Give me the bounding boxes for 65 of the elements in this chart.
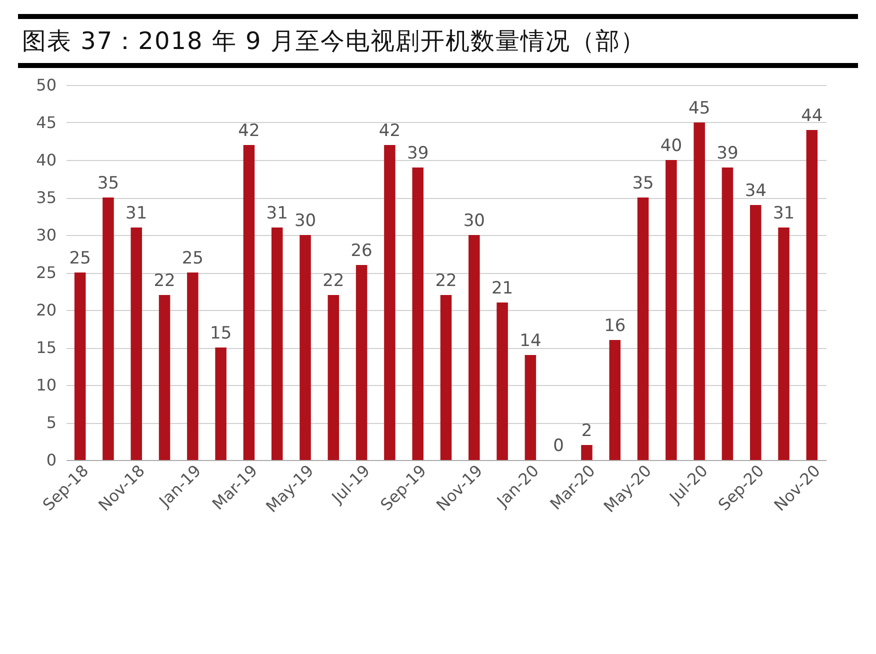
y-tick-label: 15 — [36, 338, 56, 357]
data-label: 42 — [378, 121, 401, 141]
data-label: 30 — [463, 211, 485, 231]
data-label: 39 — [716, 144, 738, 164]
data-label: 31 — [772, 204, 795, 224]
data-label: 44 — [801, 106, 823, 126]
bar — [496, 302, 508, 460]
bar — [750, 205, 762, 460]
data-label: 2 — [581, 421, 592, 441]
data-label: 16 — [604, 316, 626, 336]
data-label: 0 — [553, 436, 564, 456]
data-label: 35 — [97, 174, 120, 194]
bar — [581, 445, 592, 460]
data-label: 34 — [744, 181, 766, 201]
bar — [243, 145, 255, 460]
y-tick-label: 25 — [36, 263, 56, 282]
data-label: 21 — [491, 278, 514, 298]
chart-title: 图表 37：2018 年 9 月至今电视剧开机数量情况（部） — [18, 14, 858, 68]
y-tick-label: 20 — [36, 300, 56, 320]
bar — [722, 168, 734, 460]
bar — [74, 272, 86, 460]
bar — [412, 168, 424, 460]
data-label: 40 — [660, 136, 682, 156]
bar — [609, 340, 621, 460]
data-label: 42 — [238, 121, 260, 141]
y-tick-label: 50 — [36, 76, 56, 94]
y-tick-label: 35 — [36, 188, 56, 207]
bar — [440, 295, 452, 460]
data-label: 22 — [435, 271, 457, 291]
bar — [130, 228, 142, 460]
data-label: 26 — [350, 241, 372, 261]
bar — [158, 295, 170, 460]
bar — [524, 355, 536, 460]
data-label: 45 — [688, 98, 710, 118]
bar — [102, 198, 114, 460]
data-label: 39 — [407, 144, 429, 164]
data-label: 31 — [266, 204, 288, 224]
bar — [300, 235, 311, 460]
bar — [328, 295, 340, 460]
bar — [694, 122, 705, 460]
data-label: 22 — [322, 271, 344, 291]
y-tick-label: 45 — [36, 113, 56, 132]
y-tick-label: 10 — [36, 376, 56, 394]
y-tick-label: 40 — [36, 150, 56, 170]
data-label: 25 — [182, 248, 204, 268]
data-label: 14 — [520, 331, 542, 351]
bar — [637, 198, 649, 460]
data-label: 25 — [69, 248, 91, 268]
bar — [187, 272, 198, 460]
bar — [468, 235, 480, 460]
bar — [384, 145, 396, 460]
data-label: 15 — [210, 324, 232, 344]
bar — [215, 348, 226, 460]
y-tick-label: 30 — [36, 226, 56, 244]
y-tick-label: 0 — [46, 450, 56, 470]
data-label: 30 — [294, 211, 316, 231]
y-tick-label: 5 — [46, 413, 56, 432]
data-label: 35 — [632, 174, 654, 194]
bar — [778, 228, 790, 460]
bar — [806, 130, 818, 460]
bar — [666, 160, 677, 460]
bar — [356, 265, 368, 460]
data-label: 31 — [126, 204, 148, 224]
bar — [271, 228, 283, 460]
data-label: 22 — [154, 271, 176, 291]
